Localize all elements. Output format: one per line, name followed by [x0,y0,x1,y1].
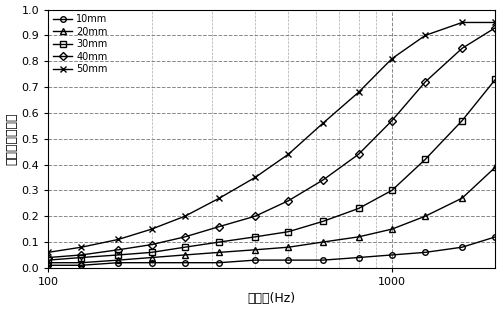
10mm [389,253,395,257]
20mm [45,261,51,265]
10mm [216,261,222,265]
10mm [459,245,465,249]
30mm [389,188,395,192]
40mm [115,248,121,252]
20mm [356,235,362,239]
10mm [79,263,85,267]
20mm [459,196,465,200]
50mm [216,196,222,200]
30mm [320,220,326,223]
30mm [252,235,258,239]
20mm [149,256,155,259]
50mm [182,214,188,218]
10mm [320,258,326,262]
40mm [252,214,258,218]
40mm [286,199,292,202]
50mm [422,34,428,37]
50mm [320,121,326,125]
20mm [182,253,188,257]
30mm [286,230,292,234]
20mm [492,165,498,169]
Y-axis label: 垂直入射吸鼿率: 垂直入射吸鼿率 [6,113,19,165]
10mm [422,250,428,254]
40mm [492,26,498,30]
50mm [115,238,121,241]
20mm [286,245,292,249]
30mm [356,207,362,210]
30mm [216,240,222,244]
40mm [182,235,188,239]
40mm [422,80,428,84]
40mm [320,178,326,182]
30mm [459,119,465,123]
30mm [422,157,428,161]
20mm [422,214,428,218]
40mm [389,119,395,123]
40mm [459,46,465,50]
10mm [45,263,51,267]
50mm [356,91,362,94]
10mm [286,258,292,262]
20mm [320,240,326,244]
30mm [79,256,85,259]
50mm [149,227,155,231]
10mm [115,261,121,265]
40mm [45,256,51,259]
Line: 10mm: 10mm [45,234,498,268]
30mm [45,258,51,262]
Line: 50mm: 50mm [45,19,499,256]
30mm [149,250,155,254]
10mm [149,261,155,265]
50mm [45,250,51,254]
Line: 40mm: 40mm [45,25,498,260]
40mm [149,243,155,247]
20mm [79,261,85,265]
Line: 20mm: 20mm [45,164,498,266]
30mm [115,253,121,257]
50mm [252,176,258,179]
50mm [492,21,498,24]
50mm [459,21,465,24]
30mm [492,77,498,81]
10mm [182,261,188,265]
10mm [492,235,498,239]
40mm [216,225,222,228]
20mm [252,248,258,252]
20mm [216,250,222,254]
10mm [252,258,258,262]
Legend: 10mm, 20mm, 30mm, 40mm, 50mm: 10mm, 20mm, 30mm, 40mm, 50mm [51,12,110,76]
50mm [389,57,395,61]
40mm [79,253,85,257]
X-axis label: 周波数(Hz): 周波数(Hz) [247,292,296,305]
30mm [182,245,188,249]
10mm [356,256,362,259]
50mm [286,152,292,156]
Line: 30mm: 30mm [45,77,498,263]
40mm [356,152,362,156]
20mm [389,227,395,231]
50mm [79,245,85,249]
20mm [115,258,121,262]
